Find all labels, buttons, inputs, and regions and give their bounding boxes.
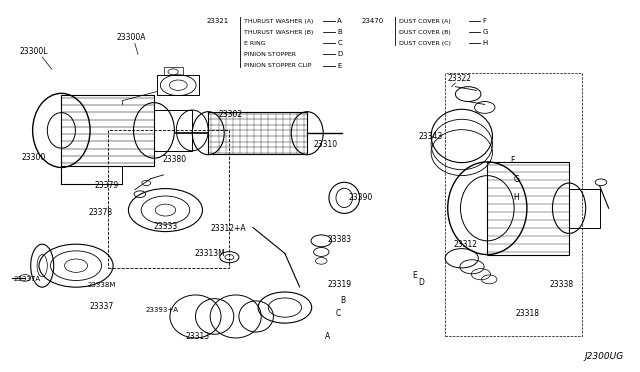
Text: 23319: 23319 <box>328 280 352 289</box>
Bar <box>445 73 582 336</box>
Text: 23470: 23470 <box>362 18 384 24</box>
Text: 23390: 23390 <box>349 193 373 202</box>
Text: 23300A: 23300A <box>117 33 147 42</box>
Text: C: C <box>337 40 342 46</box>
Text: E: E <box>337 62 342 68</box>
Text: 23338: 23338 <box>549 280 573 289</box>
Text: F: F <box>510 156 515 165</box>
Text: A: A <box>325 332 330 341</box>
Text: 23321: 23321 <box>207 18 228 24</box>
Text: A: A <box>337 18 342 24</box>
Text: 23312+A: 23312+A <box>211 224 246 233</box>
Text: DUST COVER (C): DUST COVER (C) <box>399 41 451 46</box>
Text: 23302: 23302 <box>218 110 243 119</box>
Text: 23310: 23310 <box>314 140 338 149</box>
Text: G: G <box>513 174 520 183</box>
Text: 23300: 23300 <box>22 153 46 162</box>
Text: 23313M: 23313M <box>195 248 225 258</box>
Text: 23393+A: 23393+A <box>145 307 178 313</box>
Text: F: F <box>483 18 487 24</box>
Text: THURUST WASHER (A): THURUST WASHER (A) <box>244 19 314 23</box>
Text: J2300UG: J2300UG <box>584 352 623 361</box>
Text: 23313: 23313 <box>186 332 209 341</box>
Bar <box>157 75 198 95</box>
Text: E RING: E RING <box>244 41 266 46</box>
Bar <box>487 162 569 254</box>
Text: G: G <box>483 29 488 35</box>
Bar <box>164 67 182 75</box>
Text: 23379: 23379 <box>95 181 119 190</box>
Bar <box>61 95 154 166</box>
Text: PINION STOPPER CLIP: PINION STOPPER CLIP <box>244 63 312 68</box>
Text: 23343: 23343 <box>419 132 443 141</box>
Text: 23378: 23378 <box>88 208 113 217</box>
Text: 23312: 23312 <box>454 240 477 249</box>
Text: E: E <box>412 271 417 280</box>
Text: 23318: 23318 <box>516 310 540 318</box>
Bar <box>108 131 229 267</box>
Text: 23333: 23333 <box>154 222 177 231</box>
Text: 23300L: 23300L <box>20 48 48 57</box>
Text: PINION STOPPER: PINION STOPPER <box>244 52 296 57</box>
Text: 23383: 23383 <box>328 235 352 244</box>
Text: 23322: 23322 <box>447 74 471 83</box>
Text: B: B <box>340 296 345 305</box>
Text: B: B <box>337 29 342 35</box>
Text: DUST COVER (A): DUST COVER (A) <box>399 19 451 23</box>
Bar <box>208 112 307 154</box>
Text: 23337: 23337 <box>90 302 114 311</box>
Text: D: D <box>418 278 424 287</box>
Text: 23380: 23380 <box>163 155 186 164</box>
Text: 23337A: 23337A <box>14 276 41 282</box>
Text: H: H <box>513 193 519 202</box>
Bar <box>154 110 192 151</box>
Text: THURUST WASHER (B): THURUST WASHER (B) <box>244 30 314 35</box>
Text: D: D <box>337 51 342 57</box>
Text: DUST COVER (B): DUST COVER (B) <box>399 30 451 35</box>
Text: 23338M: 23338M <box>88 282 116 288</box>
Text: C: C <box>335 310 340 318</box>
Text: H: H <box>483 40 488 46</box>
Bar <box>569 189 600 228</box>
